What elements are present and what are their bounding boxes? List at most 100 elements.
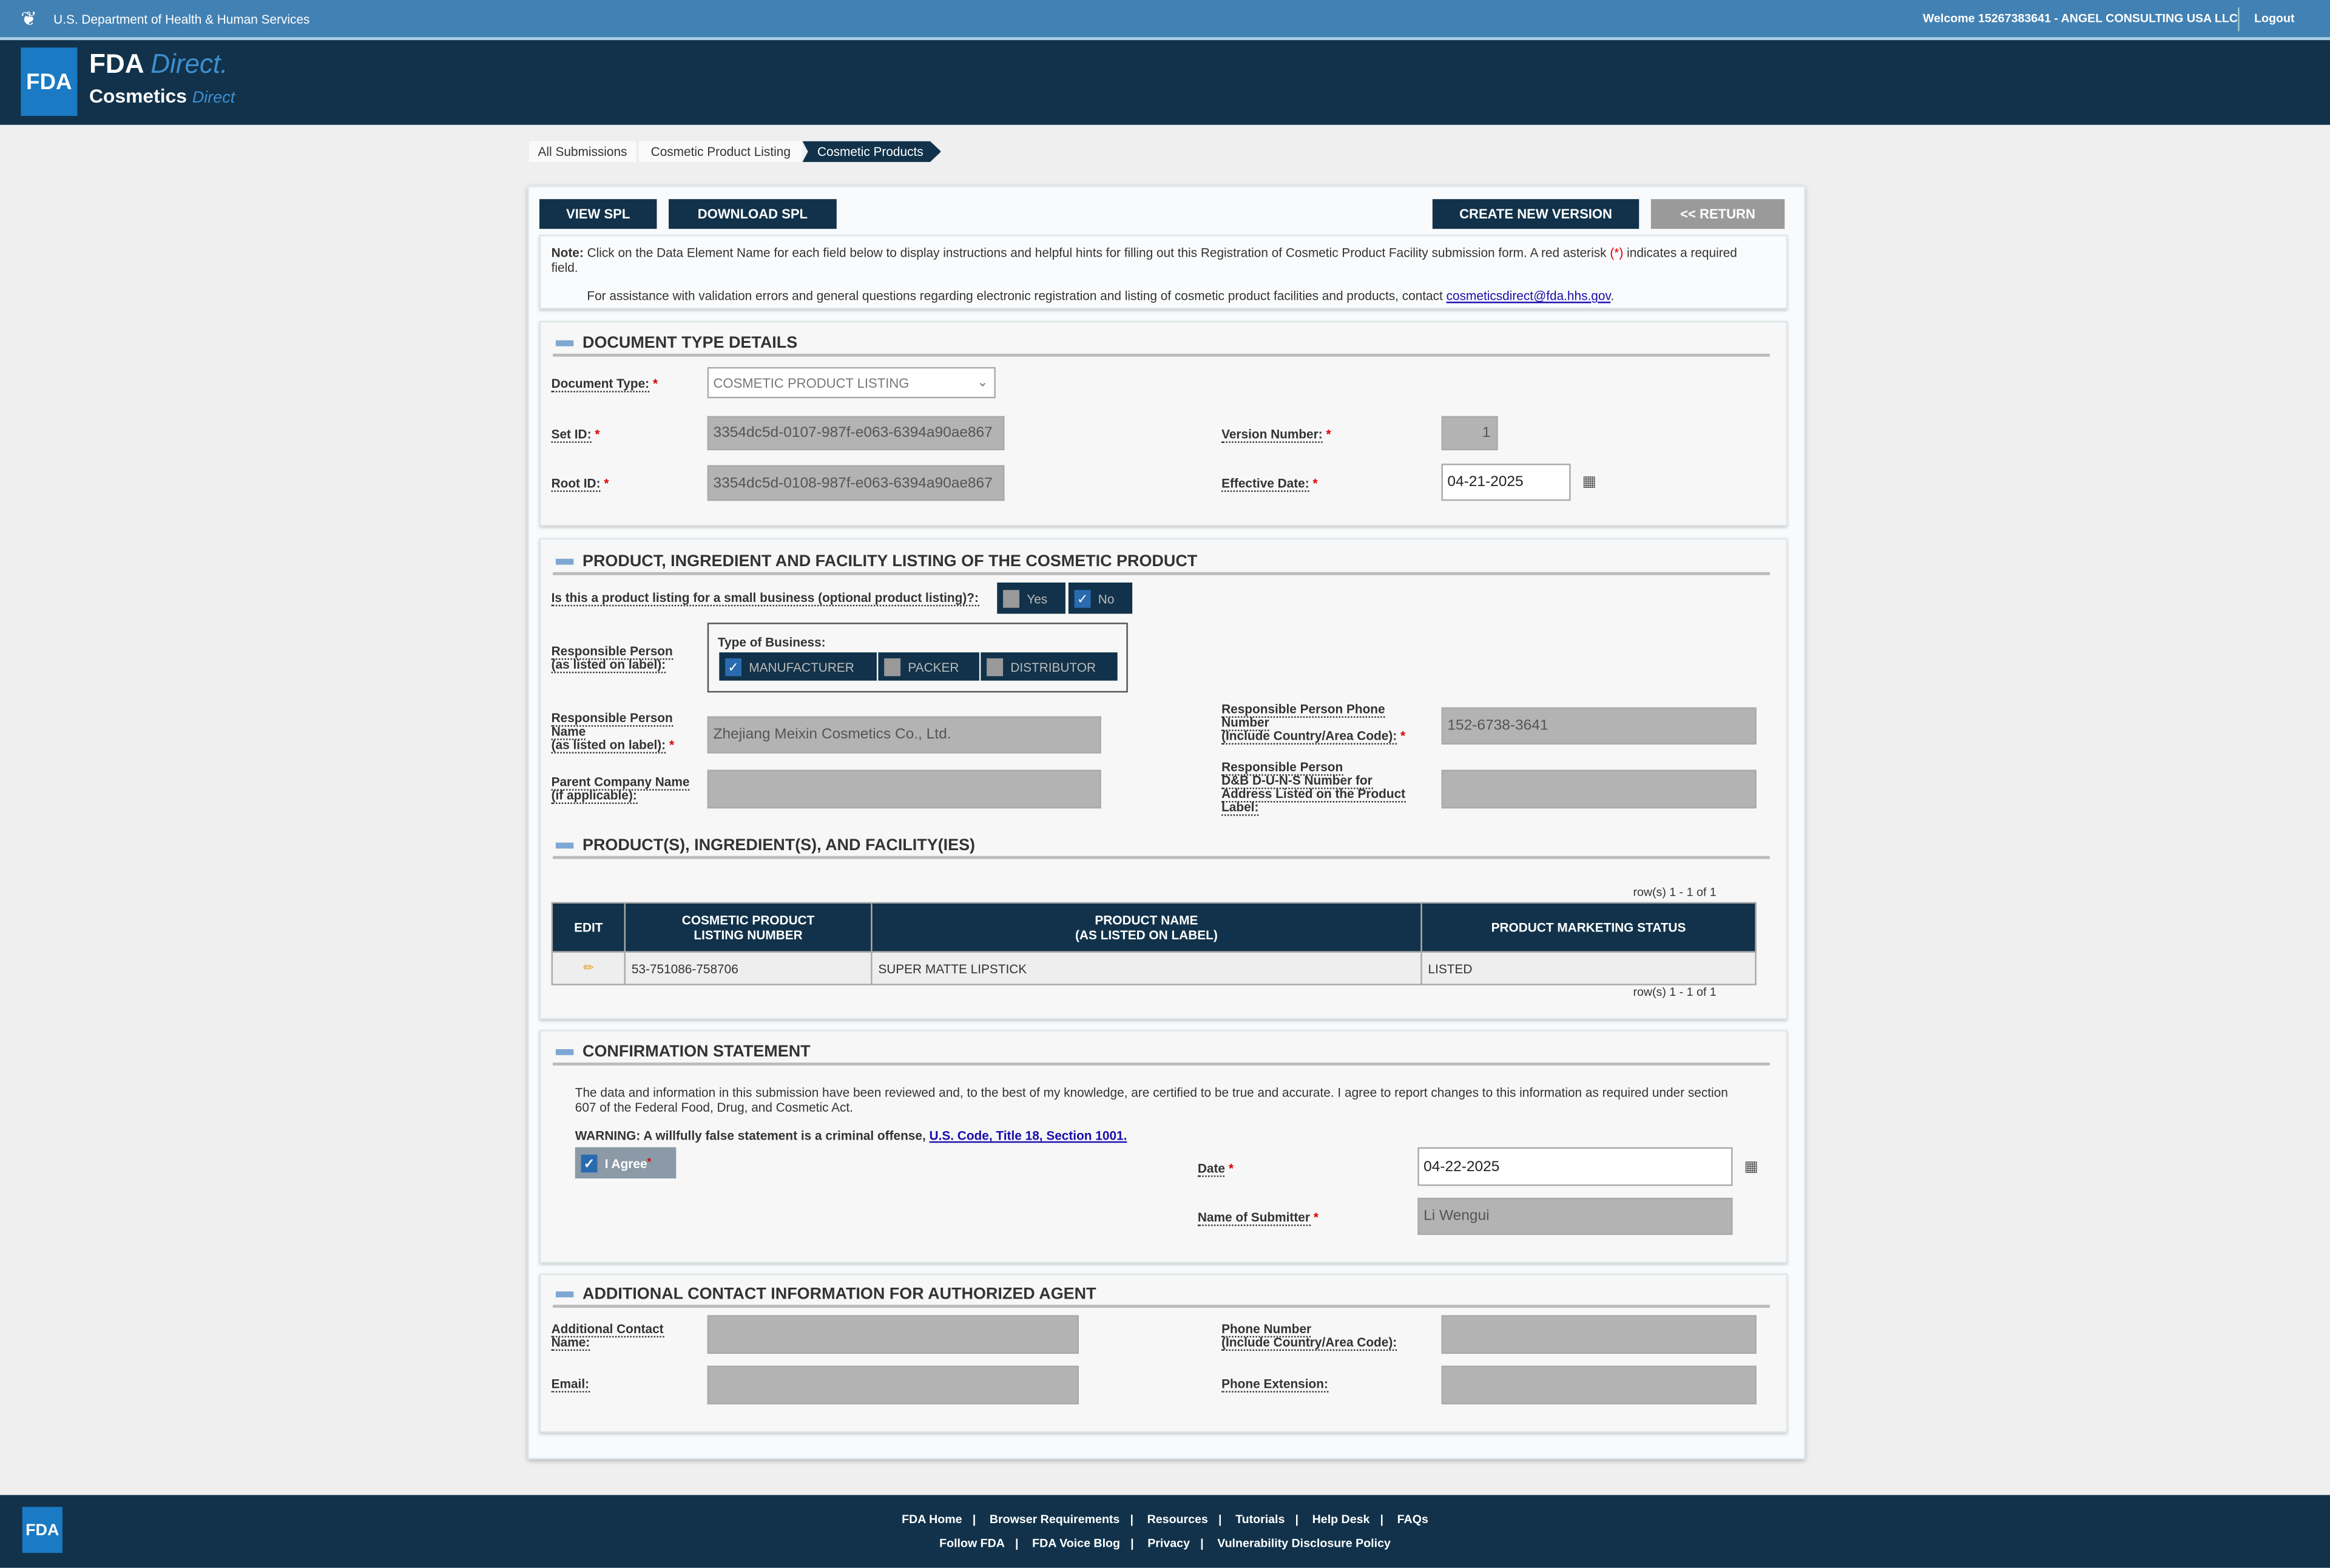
label-text: Responsible Person <box>1221 759 1343 776</box>
duns-number-label[interactable]: Responsible Person D&B D-U-N-S Number for… <box>1221 759 1406 816</box>
toggle-label: I Agree <box>604 1155 647 1171</box>
footer-link-browser-requirements[interactable]: Browser Requirements <box>989 1513 1120 1527</box>
distributor-toggle[interactable]: DISTRIBUTOR <box>981 652 1118 681</box>
footer-link-help-desk[interactable]: Help Desk <box>1312 1513 1370 1527</box>
date-field[interactable]: 04-22-2025 <box>1417 1147 1733 1186</box>
select-value: COSMETIC PRODUCT LISTING <box>713 375 910 390</box>
root-id-field[interactable]: 3354dc5d-0108-987f-e063-6394a90ae867 <box>707 465 1005 501</box>
toggle-label: No <box>1098 590 1115 606</box>
table-row: ✏ 53-751086-758706 SUPER MATTE LIPSTICK … <box>551 951 1757 985</box>
name-of-submitter-field[interactable]: Li Wengui <box>1417 1197 1733 1235</box>
app-header: FDA FDA Direct. Cosmetics Direct <box>0 40 2330 125</box>
version-number-field[interactable]: 1 <box>1441 416 1498 451</box>
create-new-version-button[interactable]: CREATE NEW VERSION <box>1432 199 1639 229</box>
section-heading[interactable]: CONFIRMATION STATEMENT <box>553 1043 1770 1066</box>
breadcrumb-cosmetic-products[interactable]: Cosmetic Products <box>802 141 942 162</box>
download-spl-button[interactable]: DOWNLOAD SPL <box>669 199 837 229</box>
view-spl-button[interactable]: VIEW SPL <box>539 199 657 229</box>
breadcrumb-all-submissions[interactable]: All Submissions <box>528 141 637 162</box>
parent-company-field[interactable] <box>707 769 1101 809</box>
divider <box>2238 7 2240 32</box>
footer-link-tutorials[interactable]: Tutorials <box>1235 1513 1285 1527</box>
phone-number-label[interactable]: Phone Number (Include Country/Area Code): <box>1221 1321 1397 1351</box>
footer-link-resources[interactable]: Resources <box>1147 1513 1208 1527</box>
label-text: Responsible Person <box>551 643 673 660</box>
footer-link-privacy[interactable]: Privacy <box>1147 1536 1190 1550</box>
small-business-yes-toggle[interactable]: Yes <box>997 583 1065 614</box>
responsible-person-label[interactable]: Responsible Person (as listed on label): <box>551 643 673 674</box>
support-email-link[interactable]: cosmeticsdirect@fda.hhs.gov <box>1446 288 1611 303</box>
document-type-select[interactable]: COSMETIC PRODUCT LISTING ⌄ <box>707 367 996 399</box>
title-fda: FDA <box>89 49 143 79</box>
set-id-field[interactable]: 3354dc5d-0107-987f-e063-6394a90ae867 <box>707 416 1005 451</box>
small-business-no-toggle[interactable]: ✓ No <box>1068 583 1133 614</box>
effective-date-field[interactable]: 04-21-2025 <box>1441 464 1571 501</box>
footer-links-row-2: Follow FDA | FDA Voice Blog | Privacy | Vul… <box>939 1536 1391 1550</box>
label-text: Name of Submitter <box>1197 1209 1310 1226</box>
duns-number-field[interactable] <box>1441 769 1757 809</box>
assist-body: For assistance with validation errors an… <box>587 288 1447 303</box>
parent-company-label[interactable]: Parent Company Name (if applicable): <box>551 774 690 804</box>
label-text: Email: <box>551 1376 590 1393</box>
section-heading[interactable]: PRODUCT, INGREDIENT AND FACILITY LISTING… <box>553 553 1770 575</box>
set-id-label[interactable]: Set ID: * <box>551 426 599 443</box>
label-text: Name: <box>551 1334 590 1351</box>
responsible-person-name-field[interactable]: Zhejiang Meixin Cosmetics Co., Ltd. <box>707 716 1101 754</box>
additional-contact-name-field[interactable] <box>707 1315 1079 1354</box>
label-text: Number <box>1221 714 1269 731</box>
subtitle-direct: Direct <box>192 89 235 107</box>
document-type-label[interactable]: Document Type: * <box>551 376 658 393</box>
root-id-label[interactable]: Root ID: * <box>551 475 609 492</box>
name-of-submitter-label[interactable]: Name of Submitter * <box>1197 1209 1319 1226</box>
label-text: (Include Country/Area Code): <box>1221 728 1397 745</box>
effective-date-label[interactable]: Effective Date: * <box>1221 475 1318 492</box>
section-heading[interactable]: ADDITIONAL CONTACT INFORMATION FOR AUTHO… <box>553 1285 1770 1308</box>
calendar-icon[interactable]: ▦ <box>1582 474 1596 491</box>
manufacturer-toggle[interactable]: ✓ MANUFACTURER <box>719 652 877 681</box>
label-text: Additional Contact <box>551 1321 664 1338</box>
column-header-edit: EDIT <box>551 902 626 953</box>
rows-info-bottom: row(s) 1 - 1 of 1 <box>1633 985 1717 999</box>
checkbox-icon <box>987 657 1004 676</box>
footer-link-vulnerability-disclosure[interactable]: Vulnerability Disclosure Policy <box>1217 1536 1391 1550</box>
checkbox-icon <box>884 657 901 676</box>
column-header-marketing-status[interactable]: PRODUCT MARKETING STATUS <box>1420 902 1757 953</box>
phone-extension-label[interactable]: Phone Extension: <box>1221 1376 1328 1393</box>
products-subheading[interactable]: PRODUCT(S), INGREDIENT(S), AND FACILITY(… <box>553 837 1770 859</box>
phone-extension-field[interactable] <box>1441 1365 1757 1405</box>
calendar-icon[interactable]: ▦ <box>1744 1159 1758 1176</box>
column-header-product-name[interactable]: PRODUCT NAME (AS LISTED ON LABEL) <box>871 902 1422 953</box>
email-field[interactable] <box>707 1365 1079 1405</box>
i-agree-checkbox[interactable]: ✓ I Agree * <box>575 1147 677 1179</box>
responsible-person-phone-field[interactable]: 152-6738-3641 <box>1441 707 1757 745</box>
label-text: D&B D-U-N-S Number for <box>1221 772 1373 789</box>
breadcrumb-cosmetic-product-listing[interactable]: Cosmetic Product Listing <box>639 141 803 162</box>
date-label[interactable]: Date * <box>1197 1160 1234 1177</box>
label-text: Name <box>551 723 586 740</box>
phone-number-field[interactable] <box>1441 1315 1757 1354</box>
label-text: Is this a product listing for a small bu… <box>551 590 979 607</box>
toggle-label: DISTRIBUTOR <box>1010 659 1096 674</box>
us-code-link[interactable]: U.S. Code, Title 18, Section 1001. <box>929 1127 1127 1143</box>
logout-link[interactable]: Logout <box>2254 12 2295 25</box>
responsible-person-name-label[interactable]: Responsible Person Name (as listed on labe… <box>551 710 674 754</box>
responsible-person-phone-label[interactable]: Responsible Person Phone Number (Include C… <box>1221 701 1405 745</box>
packer-toggle[interactable]: PACKER <box>878 652 979 681</box>
checkmark-icon: ✓ <box>581 1154 598 1172</box>
column-header-listing-number[interactable]: COSMETIC PRODUCT LISTING NUMBER <box>624 902 873 953</box>
fda-logo: FDA <box>21 47 78 117</box>
section-heading[interactable]: DOCUMENT TYPE DETAILS <box>553 334 1770 357</box>
additional-contact-name-label[interactable]: Additional Contact Name: <box>551 1321 664 1351</box>
return-button[interactable]: << RETURN <box>1650 199 1785 229</box>
version-number-label[interactable]: Version Number: * <box>1221 426 1331 443</box>
footer-link-follow-fda[interactable]: Follow FDA <box>939 1536 1005 1550</box>
small-business-label[interactable]: Is this a product listing for a small bu… <box>551 590 979 607</box>
confirmation-text: The data and information in this submiss… <box>575 1084 1728 1115</box>
footer-link-fda-voice-blog[interactable]: FDA Voice Blog <box>1032 1536 1120 1550</box>
footer-link-fda-home[interactable]: FDA Home <box>902 1513 962 1527</box>
edit-pencil-icon[interactable]: ✏ <box>551 951 626 985</box>
checkmark-icon: ✓ <box>1074 589 1091 607</box>
label-text: Set ID: <box>551 426 592 443</box>
email-label[interactable]: Email: <box>551 1376 590 1393</box>
footer-link-faqs[interactable]: FAQs <box>1397 1513 1428 1527</box>
